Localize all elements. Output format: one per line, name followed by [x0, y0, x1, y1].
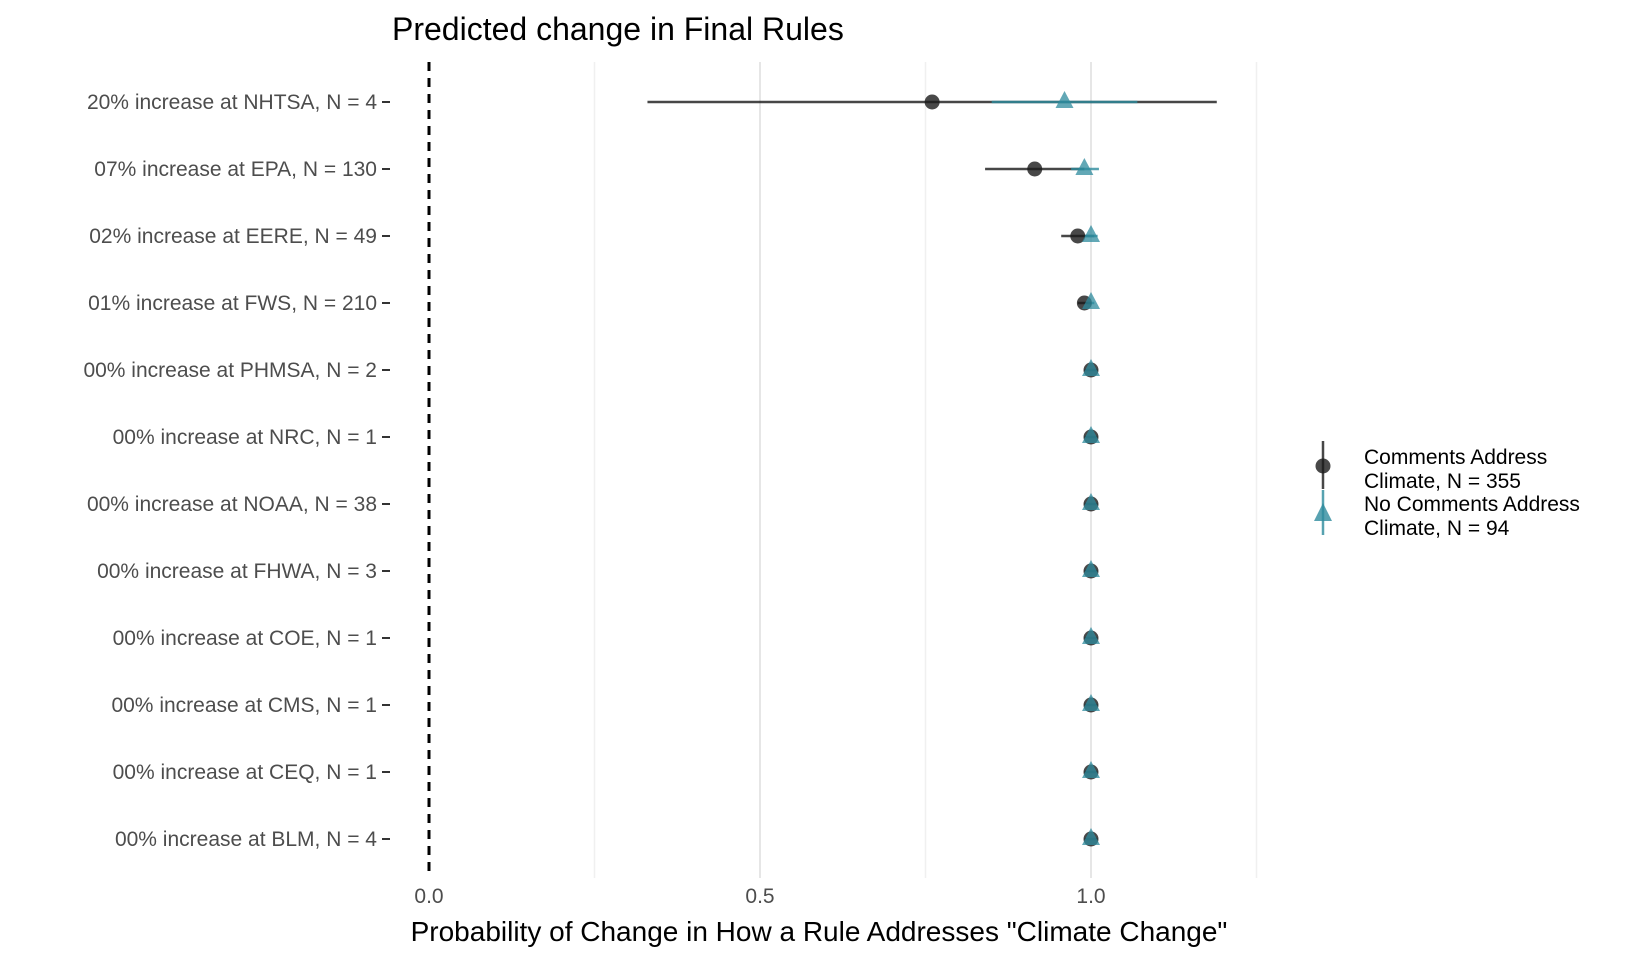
legend-label-line2: Climate, N = 355: [1364, 470, 1521, 493]
y-tick-label: 00% increase at CEQ, N = 1: [113, 761, 377, 784]
legend-label-line1: No Comments Address: [1364, 493, 1580, 516]
x-axis-label: Probability of Change in How a Rule Addr…: [411, 916, 1228, 947]
point-no-comments: [1082, 560, 1100, 577]
x-tick-label: 1.0: [1076, 885, 1105, 908]
y-tick-label: 00% increase at CMS, N = 1: [111, 694, 377, 717]
point-comments: [924, 94, 940, 110]
y-tick-label: 01% increase at FWS, N = 210: [88, 292, 377, 315]
legend-key-triangle-marker: [1314, 503, 1332, 521]
y-tick-label: 00% increase at FHWA, N = 3: [97, 560, 377, 583]
y-tick-label: 02% increase at EERE, N = 49: [89, 225, 377, 248]
y-tick-label: 07% increase at EPA, N = 130: [94, 158, 377, 181]
legend-label-line1: Comments Address: [1364, 446, 1547, 469]
y-tick-label: 20% increase at NHTSA, N = 4: [87, 91, 377, 114]
point-comments: [1027, 161, 1043, 177]
point-no-comments: [1082, 694, 1100, 711]
y-tick-label: 00% increase at COE, N = 1: [113, 627, 377, 650]
y-tick-label: 00% increase at NRC, N = 1: [113, 426, 377, 449]
point-no-comments: [1082, 493, 1100, 510]
legend-label-line2: Climate, N = 94: [1364, 517, 1510, 540]
legend-key-circle-marker: [1315, 458, 1331, 474]
y-tick-label: 00% increase at BLM, N = 4: [115, 828, 377, 851]
legend-item-no-comments: No Comments Address Climate, N = 94: [1314, 490, 1580, 540]
x-tick-label: 0.5: [745, 885, 774, 908]
error-bars: [647, 100, 1217, 841]
y-axis-ticks: 20% increase at NHTSA, N = 4 07% increase…: [83, 91, 390, 851]
point-no-comments: [1082, 292, 1100, 309]
legend-item-comments: Comments Address Climate, N = 355: [1315, 441, 1547, 493]
chart-title: Predicted change in Final Rules: [392, 11, 844, 47]
y-tick-label: 00% increase at NOAA, N = 38: [87, 493, 377, 516]
y-tick-label: 00% increase at PHMSA, N = 2: [83, 359, 377, 382]
point-comments: [1070, 228, 1086, 244]
gridlines: [593, 62, 1258, 878]
point-no-comments: [1082, 225, 1100, 242]
legend: Comments Address Climate, N = 355 No Com…: [1314, 441, 1580, 540]
point-no-comments: [1082, 627, 1100, 644]
point-no-comments: [1055, 91, 1074, 108]
point-no-comments: [1075, 158, 1094, 175]
point-no-comments: [1082, 426, 1100, 443]
point-no-comments: [1082, 828, 1100, 845]
x-tick-label: 0.0: [414, 885, 443, 908]
x-axis-ticks: 0.0 0.5 1.0: [414, 885, 1105, 908]
point-no-comments: [1082, 761, 1100, 778]
data-points: [924, 91, 1100, 847]
point-no-comments: [1082, 359, 1100, 376]
